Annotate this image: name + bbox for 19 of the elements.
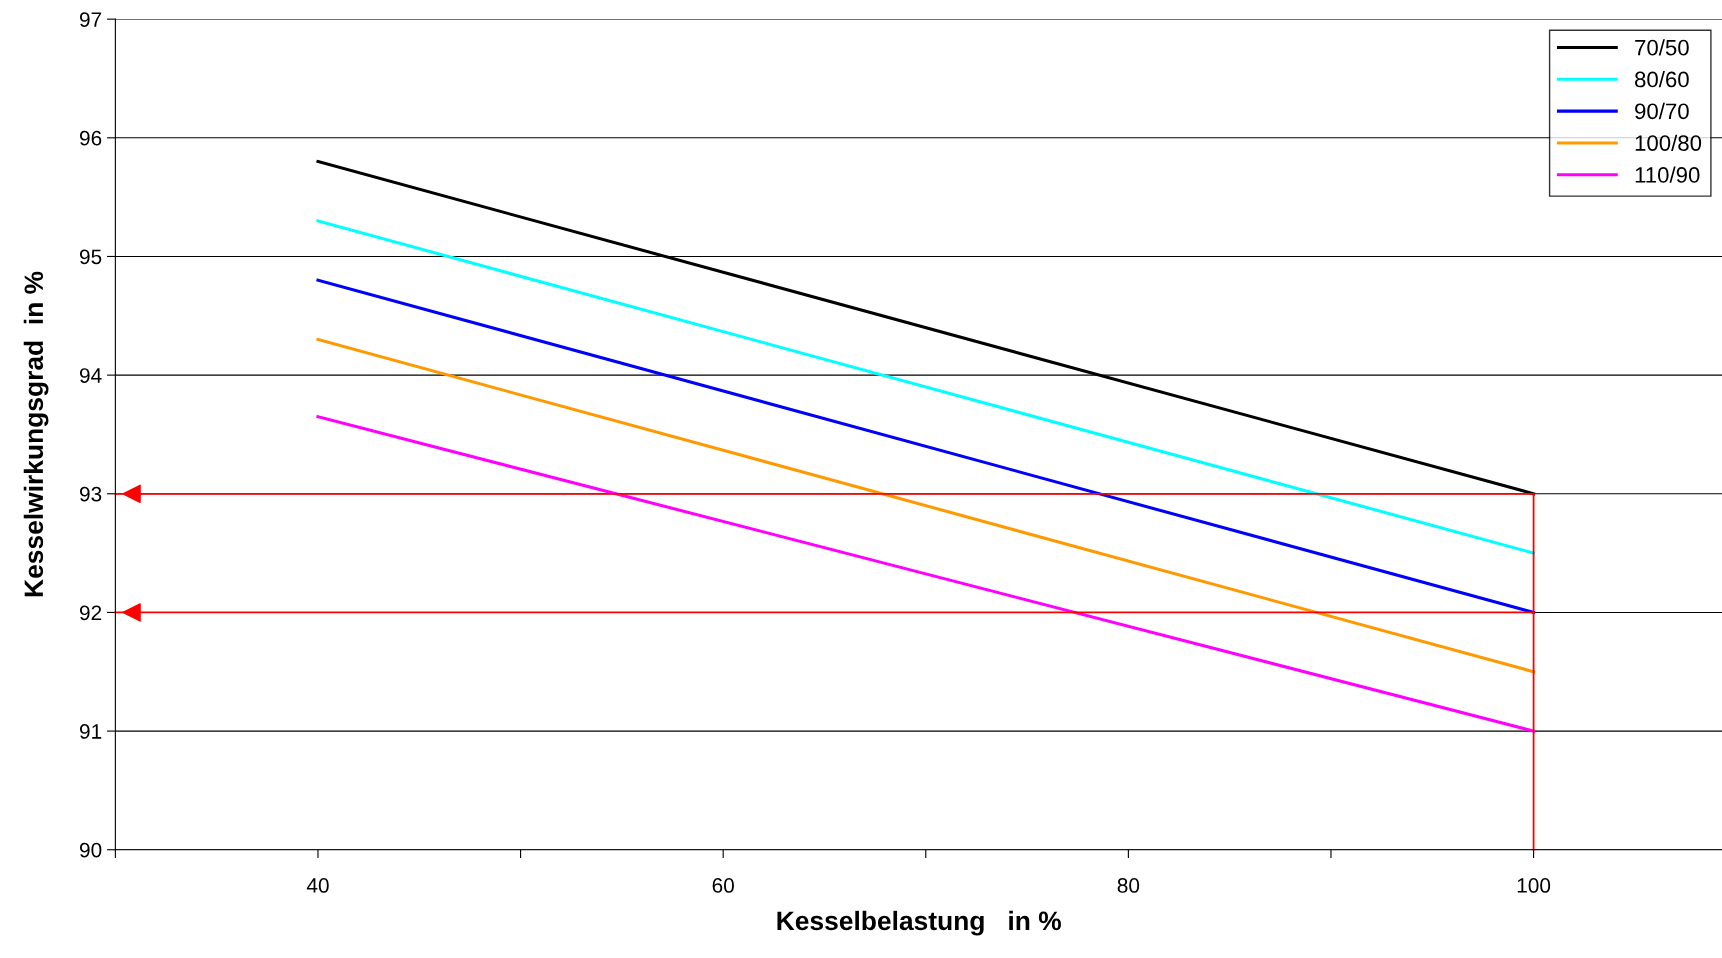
y-tick-label: 92 [79, 605, 102, 621]
y-tick-label: 96 [79, 130, 102, 146]
legend-label: 70/50 [1635, 39, 1689, 56]
y-axis-title: Kesselwirkungsgrad in % [23, 271, 49, 597]
legend-label: 110/90 [1635, 166, 1700, 183]
y-tick-label: 95 [79, 249, 102, 265]
legend-label: 80/60 [1635, 70, 1689, 88]
x-tick-label: 80 [1117, 878, 1140, 893]
x-axis-title: Kesselbelastung in % [777, 910, 1061, 936]
y-tick-label: 97 [79, 12, 102, 27]
y-tick-label: 91 [79, 724, 102, 739]
y-tick-label: 90 [79, 842, 102, 858]
y-tick-label: 93 [79, 486, 102, 502]
x-tick-label: 100 [1517, 878, 1551, 893]
legend-label: 90/70 [1635, 102, 1689, 120]
x-tick-label: 60 [712, 878, 734, 893]
x-tick-label: 40 [306, 878, 329, 893]
legend-label: 100/80 [1635, 134, 1702, 151]
y-tick-label: 94 [79, 368, 102, 383]
